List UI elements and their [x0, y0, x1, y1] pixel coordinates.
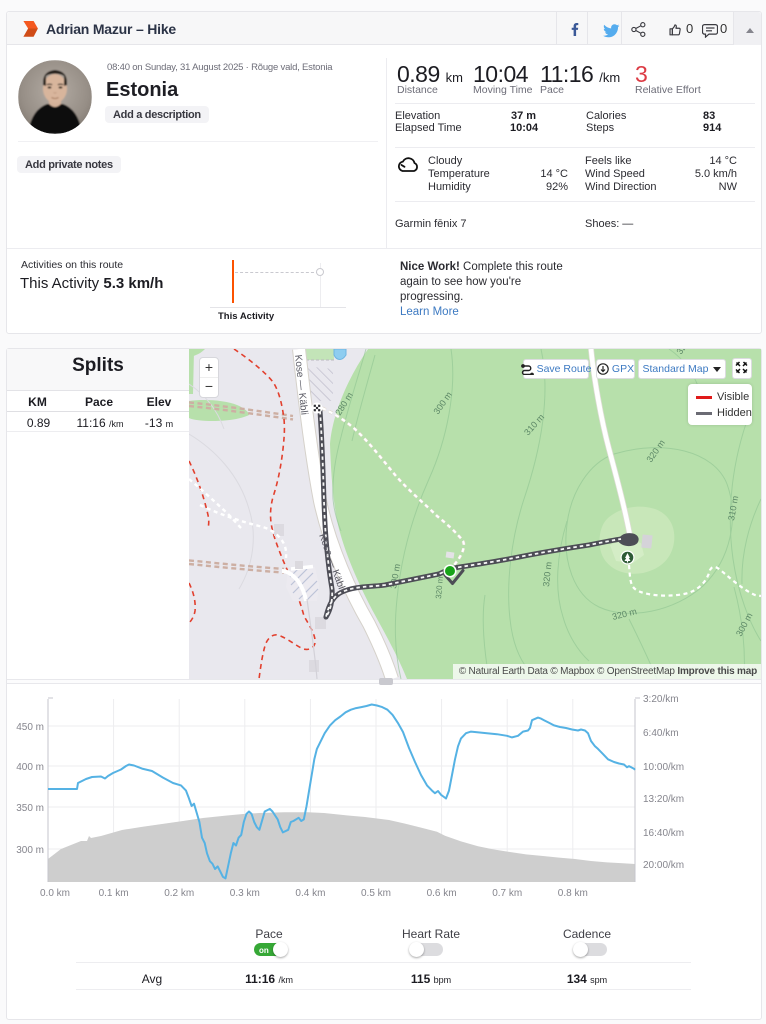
svg-text:3:20/km: 3:20/km — [643, 694, 679, 705]
svg-text:16:40/km: 16:40/km — [643, 828, 684, 839]
svg-text:0.0 km: 0.0 km — [40, 888, 70, 899]
svg-text:0.2 km: 0.2 km — [164, 888, 194, 899]
svg-text:20:00/km: 20:00/km — [643, 860, 684, 871]
svg-text:0.5 km: 0.5 km — [361, 888, 391, 899]
svg-text:0.7 km: 0.7 km — [492, 888, 522, 899]
svg-text:350 m: 350 m — [16, 803, 44, 814]
svg-text:310 m: 310 m — [726, 495, 740, 521]
svg-text:0.8 km: 0.8 km — [558, 888, 588, 899]
svg-text:6:40/km: 6:40/km — [643, 728, 679, 739]
svg-text:400 m: 400 m — [16, 762, 44, 773]
svg-text:0.1 km: 0.1 km — [99, 888, 129, 899]
svg-text:300 m: 300 m — [16, 845, 44, 856]
svg-text:0.3 km: 0.3 km — [230, 888, 260, 899]
svg-text:320 m: 320 m — [541, 561, 554, 587]
svg-text:0.4 km: 0.4 km — [295, 888, 325, 899]
svg-text:13:20/km: 13:20/km — [643, 794, 684, 805]
svg-text:10:00/km: 10:00/km — [643, 762, 684, 773]
svg-text:0.6 km: 0.6 km — [427, 888, 457, 899]
svg-text:320 m: 320 m — [434, 576, 445, 599]
svg-text:450 m: 450 m — [16, 722, 44, 733]
